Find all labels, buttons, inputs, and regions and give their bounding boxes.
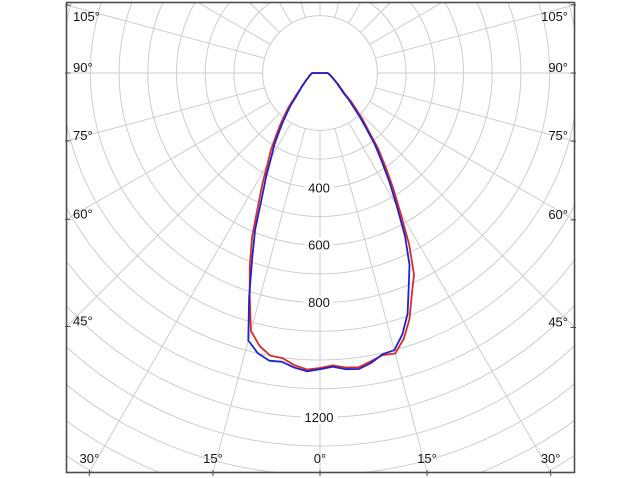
grid-spoke [66,101,271,220]
angle-label: 60° [548,207,568,222]
angle-label: 90° [548,60,568,75]
curve-blue [247,72,411,373]
angle-label: 15° [203,451,223,466]
angle-label: 45° [73,314,93,329]
angle-label: 30° [80,451,100,466]
angle-label: 30° [541,451,561,466]
radial-label-halo [304,180,334,196]
radial-label-halo [300,409,338,425]
angle-ticks [65,4,576,476]
grid-spoke [196,2,271,45]
intensity-curves [247,72,415,373]
grid-spoke [66,87,265,142]
grid-spoke [348,122,552,473]
grid-spoke [375,87,575,142]
radial-label: 600 [308,238,330,253]
grid-spoke [334,128,428,473]
radial-label: 1200 [305,410,334,425]
angle-label: 45° [548,315,568,330]
grid-spoke [375,4,575,59]
angle-label: 105° [73,9,100,24]
angle-label: 0° [314,451,326,466]
radial-label-halo [304,237,334,253]
grid-spoke [66,113,280,328]
grid-spoke [212,128,306,473]
grid-spoke [88,122,292,473]
grid-spoke [369,2,444,45]
radial-label: 400 [308,180,330,195]
angle-label: 105° [541,9,568,24]
grid-spoke [369,101,575,221]
angle-label: 90° [73,60,93,75]
radial-labels: 400 600 800 1200 [300,180,338,425]
grid-spoke [66,4,265,59]
angle-label: 60° [73,206,93,221]
angle-label: 75° [73,128,93,143]
angle-label: 75° [548,128,568,143]
radial-label: 800 [308,295,330,310]
radial-label-halo [304,295,334,311]
angle-label: 15° [417,451,437,466]
grid-spoke [360,113,575,329]
angle-labels: 105° 105° 90° 90° 75° 75° 60° 60° 45° 45° 30° 30° 15… [73,9,568,466]
